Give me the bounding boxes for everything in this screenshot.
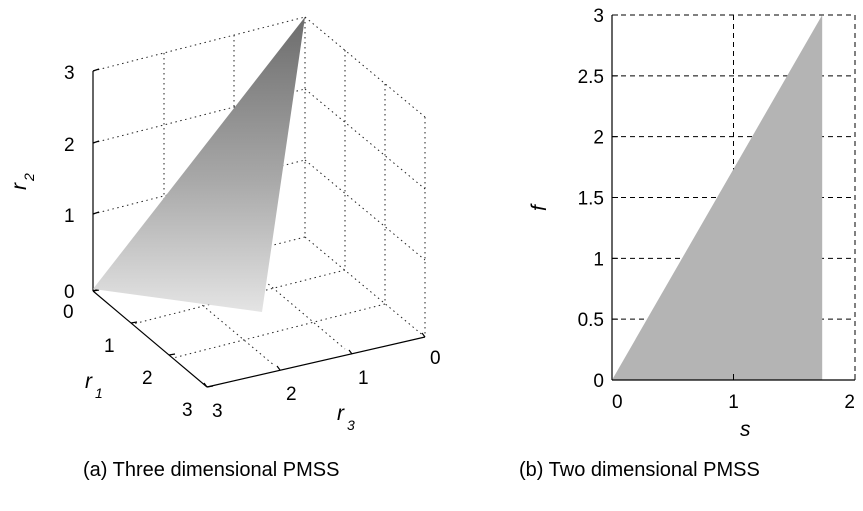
chart-b-ytick-label: 2 [593,128,604,149]
svg-text:1: 1 [95,385,103,401]
chart-a: 0 1 2 3 0 1 2 3 3 2 1 0 r 2 r 1 r 3 (a) … [8,16,441,481]
chart-a-r1-tick-0: 0 [63,302,74,323]
chart-a-r3-tick-2: 2 [286,384,297,405]
svg-text:r: r [8,182,31,190]
chart-b-ytick-label: 1.5 [578,189,604,210]
svg-text:r: r [337,402,345,425]
chart-a-r2-tick-3: 3 [64,63,75,84]
chart-a-r3-label: r 3 [337,402,355,433]
chart-a-r2-tick-1: 1 [64,206,75,227]
chart-b: 0 0.5 1 1.5 2 2.5 3 0 1 2 s f (b) Two dimensiona… [519,6,856,481]
chart-b-ytick-label: 0.5 [578,310,604,331]
chart-a-caption: (a) Three dimensional PMSS [83,459,339,481]
chart-a-axes [92,68,426,388]
chart-a-r3-tick-3: 3 [212,401,223,422]
chart-b-ytick-label: 2.5 [578,67,604,88]
chart-a-r3-tick-1: 1 [358,368,369,389]
chart-b-area [612,15,823,380]
chart-b-yticks: 0 0.5 1 1.5 2 2.5 3 [578,6,618,392]
svg-text:3: 3 [347,417,355,433]
chart-a-r3-tick-0: 0 [430,348,441,369]
chart-a-r2-tick-2: 2 [64,135,75,156]
chart-b-xtick-label: 0 [612,392,623,413]
chart-b-ytick-label: 1 [593,249,604,270]
chart-b-ytick-label: 0 [593,371,604,392]
chart-a-r1-tick-1: 1 [104,336,115,357]
chart-b-xlabel: s [740,418,751,441]
chart-b-ylabel: f [528,203,551,211]
chart-a-r2-label: r 2 [8,173,37,190]
chart-b-xtick-label: 2 [844,392,855,413]
chart-a-r2-tick-0: 0 [64,282,75,303]
chart-a-r1-tick-3: 3 [182,400,193,421]
chart-a-surface [93,17,305,312]
chart-b-xtick-label: 1 [728,392,739,413]
chart-a-r1-label: r 1 [85,370,103,401]
chart-a-r1-tick-2: 2 [142,368,153,389]
svg-text:r: r [85,370,93,393]
svg-text:2: 2 [21,173,37,182]
chart-b-ytick-label: 3 [593,6,604,27]
chart-b-caption: (b) Two dimensional PMSS [519,459,760,481]
chart-b-xticks: 0 1 2 [611,374,856,413]
